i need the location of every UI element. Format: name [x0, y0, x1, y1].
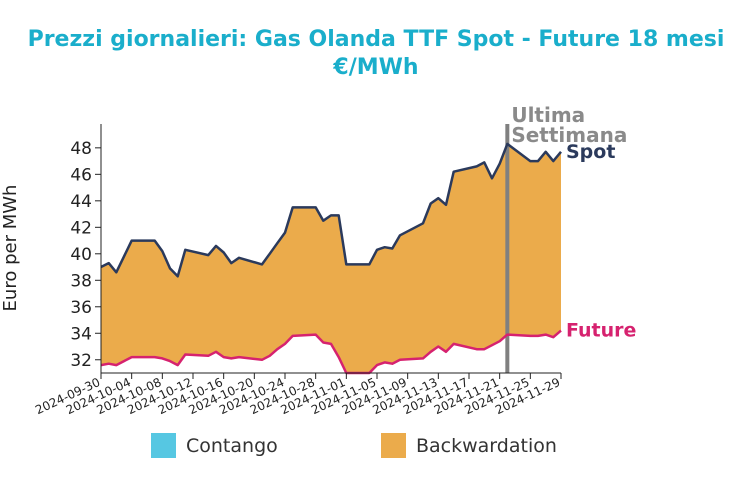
legend-label-contango: Contango — [186, 435, 278, 457]
y-ticks: 32 34 36 38 40 42 44 46 48 — [70, 139, 101, 371]
y-tick-label: 40 — [70, 245, 92, 265]
spot-label: Spot — [566, 141, 615, 163]
y-tick-label: 36 — [70, 298, 92, 318]
y-tick-label: 32 — [70, 351, 92, 371]
series-lines — [100, 142, 562, 375]
y-tick-label: 46 — [70, 165, 92, 185]
legend-swatch-contango — [151, 433, 176, 458]
chart-title: Prezzi giornalieri: Gas Olanda TTF Spot … — [28, 27, 725, 52]
plot-area — [100, 124, 562, 375]
legend: Contango Backwardation — [151, 433, 557, 458]
axes — [100, 124, 561, 374]
last-week-label: Ultima — [511, 103, 585, 127]
future-label: Future — [566, 320, 636, 342]
area-fills — [101, 143, 561, 373]
y-axis-label: Euro per MWh — [0, 185, 21, 312]
spot-line — [100, 142, 562, 278]
future-line — [100, 329, 562, 375]
y-tick-label: 48 — [70, 139, 92, 159]
legend-label-backwardation: Backwardation — [416, 435, 557, 457]
y-tick-label: 42 — [70, 218, 92, 238]
y-tick-label: 34 — [70, 324, 92, 344]
chart-subtitle: €/MWh — [332, 55, 418, 80]
last-week-label: Settimana — [511, 123, 627, 147]
legend-swatch-backwardation — [381, 433, 406, 458]
y-tick-label: 38 — [70, 271, 92, 291]
backwardation-area — [101, 143, 561, 373]
x-ticks: 2024-09-302024-10-042024-10-082024-10-12… — [33, 373, 562, 417]
series-labels: Spot Future — [566, 141, 636, 342]
y-tick-label: 44 — [70, 192, 92, 212]
